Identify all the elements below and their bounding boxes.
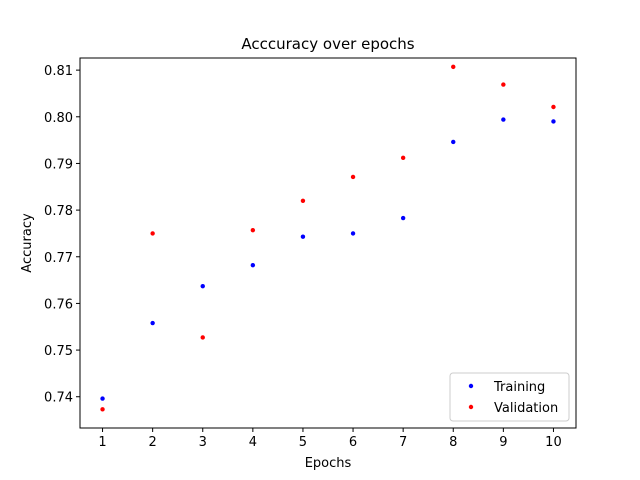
x-tick-label: 2 [149, 435, 157, 450]
y-tick-label: 0.77 [44, 251, 73, 266]
training-point [451, 139, 456, 145]
axes-frame [79, 57, 577, 429]
y-tick-label: 0.76 [44, 297, 73, 312]
validation-point [451, 64, 456, 70]
x-tick-label: 9 [499, 435, 507, 450]
y-tick-label: 0.79 [44, 157, 73, 172]
training-point [100, 396, 105, 401]
x-tick-label: 7 [399, 435, 407, 450]
data-points [100, 64, 556, 412]
training-point [400, 215, 406, 221]
x-tick-label: 8 [449, 435, 457, 450]
training-point [200, 283, 205, 289]
training-point [300, 234, 306, 239]
validation-point [300, 198, 306, 203]
x-tick-label: 3 [199, 435, 207, 450]
legend-marker-training [468, 383, 474, 389]
x-tick-label: 5 [299, 435, 307, 450]
y-tick-label: 0.75 [44, 344, 73, 359]
legend: Training Validation [449, 372, 570, 422]
x-tick-label: 1 [98, 435, 106, 450]
y-tick-label: 0.81 [44, 64, 73, 79]
training-point [501, 117, 506, 122]
y-tick-label: 0.74 [44, 391, 73, 406]
plot-area: 1 2 3 4 5 6 7 8 9 10 0.74 0.75 0.76 0.77 0.78 0.79 0.80… [44, 57, 577, 450]
x-axis-ticks: 1 2 3 4 5 6 7 8 9 10 [98, 428, 562, 450]
validation-point [400, 155, 406, 161]
x-tick-label: 6 [349, 435, 357, 450]
validation-point [200, 335, 205, 340]
x-tick-label: 10 [545, 435, 562, 450]
validation-point [250, 227, 256, 233]
y-axis-ticks: 0.74 0.75 0.76 0.77 0.78 0.79 0.80 0.81 [44, 64, 80, 406]
x-axis-label: Epochs [305, 456, 352, 471]
training-point [150, 320, 155, 326]
validation-point [551, 104, 556, 110]
training-point [350, 231, 356, 236]
validation-point [350, 174, 356, 180]
validation-point [100, 407, 105, 412]
validation-point [150, 231, 155, 236]
x-tick-label: 4 [249, 435, 257, 450]
y-axis-label: Accuracy [20, 213, 35, 273]
training-point [250, 262, 256, 268]
legend-label-validation: Validation [494, 401, 558, 416]
legend-marker-validation [468, 404, 474, 410]
validation-point [501, 82, 506, 87]
y-tick-label: 0.78 [44, 204, 73, 219]
training-point [551, 119, 556, 124]
legend-label-training: Training [493, 380, 545, 395]
y-tick-label: 0.80 [44, 111, 73, 126]
legend-box [449, 372, 570, 422]
chart-title: Acccuracy over epochs [241, 35, 414, 53]
